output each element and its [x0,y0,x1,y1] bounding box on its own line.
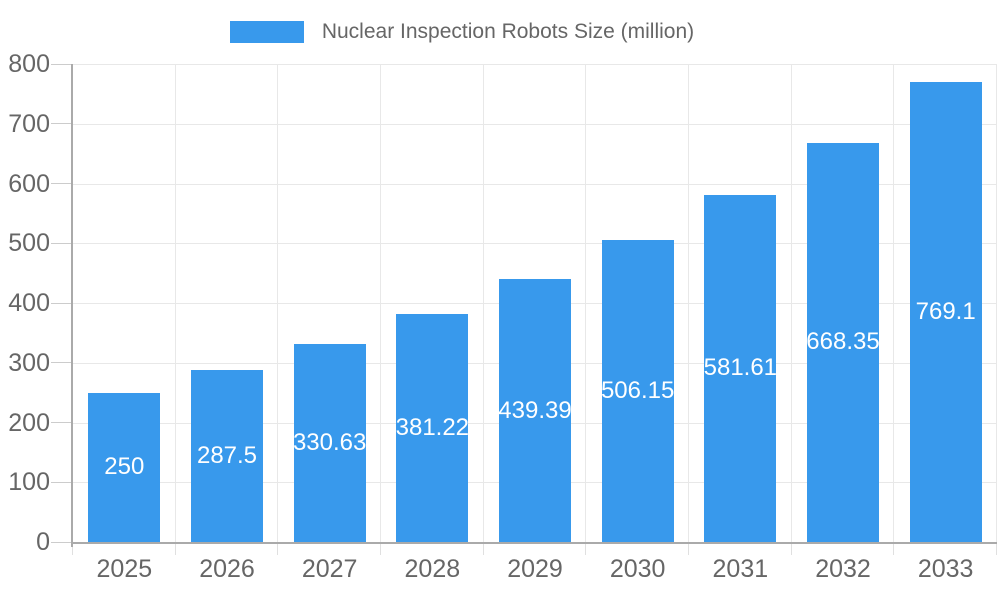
gridline-vertical [380,64,381,542]
y-tick-mark [51,302,71,304]
bar[interactable]: 250 [88,392,161,542]
bar[interactable]: 506.15 [600,239,675,542]
x-tick-label: 2026 [199,555,255,583]
legend-item[interactable]: Nuclear Inspection Robots Size (million) [229,20,695,44]
bar-value-label: 250 [104,453,145,481]
bar-value-label: 381.22 [395,414,470,442]
y-tick-mark [51,541,71,543]
x-tick-label: 2032 [815,555,871,583]
y-tick-label: 200 [8,408,50,437]
bar[interactable]: 581.61 [703,194,778,542]
y-tick-mark [51,63,71,65]
plot-area: 0 100 200 300 400 500 600 700 800 250 2025 287.5 202… [8,51,997,582]
y-axis-line [71,64,73,547]
legend-swatch-icon [229,21,304,43]
bar-value-label: 769.1 [915,298,976,326]
x-tick-label: 2033 [917,555,974,583]
x-tick-mark [790,542,792,555]
gridline-horizontal [73,123,997,125]
bar[interactable]: 381.22 [395,314,470,542]
x-tick-mark [996,542,997,555]
bar[interactable]: 769.1 [909,82,982,542]
x-tick-mark [174,542,176,555]
bar[interactable]: 668.35 [806,142,880,542]
x-tick-label: 2027 [301,555,358,583]
x-axis-line [71,542,997,544]
gridline-vertical [996,64,997,542]
bar-value-label: 581.61 [703,354,778,382]
y-tick-label: 700 [8,109,50,138]
x-tick-label: 2031 [712,555,769,583]
gridline-vertical [688,64,689,542]
gridline-horizontal [73,64,997,65]
x-tick-mark [72,542,73,555]
x-tick-mark [277,542,279,555]
gridline-vertical [482,64,484,542]
x-tick-mark [380,542,381,555]
y-tick-mark [51,123,71,125]
y-tick-label: 500 [8,229,50,258]
gridline-vertical [790,64,792,542]
gridline-vertical [277,64,279,542]
bar[interactable]: 287.5 [191,370,263,542]
bar-value-label: 668.35 [806,328,880,356]
y-tick-label: 600 [8,169,50,198]
gridline-vertical [893,64,895,542]
y-tick-label: 300 [8,348,50,377]
legend-label: Nuclear Inspection Robots Size (million) [321,20,695,43]
x-tick-label: 2025 [96,555,153,583]
y-tick-mark [51,481,71,483]
x-tick-mark [893,542,895,555]
y-tick-label: 400 [8,289,50,317]
bar-value-label: 287.5 [196,442,258,470]
y-tick-label: 800 [8,50,50,78]
gridline-vertical [585,64,587,542]
y-tick-mark [51,242,71,244]
y-tick-label: 0 [36,528,50,556]
x-tick-mark [482,542,484,555]
bar[interactable]: 439.39 [498,279,572,542]
x-tick-label: 2030 [609,555,666,583]
y-tick-mark [51,422,71,423]
y-tick-label: 100 [8,468,50,497]
gridline-vertical [174,64,176,542]
y-tick-mark [51,362,71,364]
x-tick-label: 2028 [404,555,461,583]
x-tick-mark [688,542,689,555]
gridline-horizontal [73,243,997,245]
bar-value-label: 439.39 [498,396,572,424]
gridline-horizontal [73,183,997,185]
bar-value-label: 506.15 [600,376,675,404]
x-tick-label: 2029 [507,555,563,583]
legend: Nuclear Inspection Robots Size (million) [0,20,1000,44]
y-tick-mark [51,183,71,184]
bar[interactable]: 330.63 [292,344,367,542]
x-tick-mark [585,542,587,555]
bar-value-label: 330.63 [292,429,367,457]
